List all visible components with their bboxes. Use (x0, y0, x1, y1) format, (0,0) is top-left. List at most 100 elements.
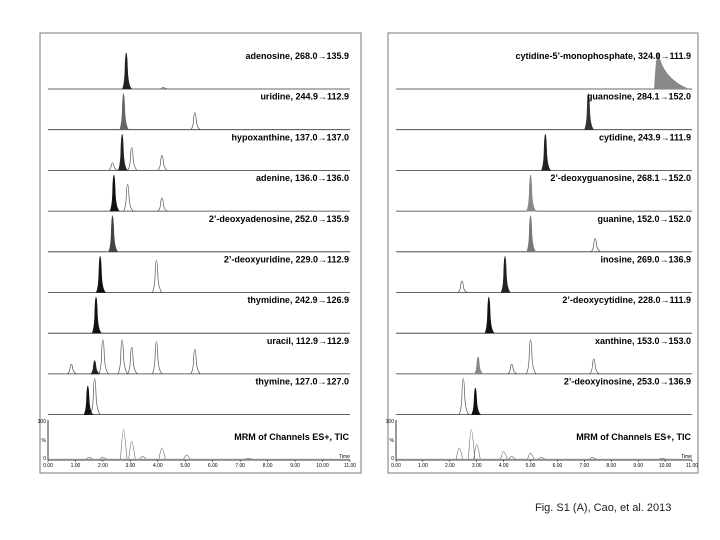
trace-2-peak-0 (541, 133, 552, 171)
trace-1-peak-0 (584, 93, 595, 130)
tic-x-tick-label: 3.00 (125, 463, 135, 469)
trace-0: adenosine, 268.0→135.9 (48, 51, 350, 90)
trace-7: uracil, 112.9→112.9 (48, 336, 350, 375)
trace-1-peak-0 (119, 93, 130, 130)
panel-b: cytidine-5’-monophosphate, 324.0→111.9 gu… (386, 32, 699, 474)
trace-6: thymidine, 242.9→126.9 (48, 295, 350, 334)
trace-7-peak-3 (117, 339, 129, 375)
trace-label: cytidine, 243.9→111.9 (599, 132, 691, 142)
tic-peak-7 (589, 456, 597, 460)
panel-a: adenosine, 268.0→135.9 uridine, 244.9→112… (38, 32, 362, 474)
trace-8-peak-1 (471, 387, 482, 415)
tic-peak-4 (508, 456, 516, 460)
trace-7-peak-1 (507, 364, 518, 375)
tic-peak-6 (538, 456, 545, 460)
tic-label: MRM of Channels ES+, TIC (576, 432, 691, 442)
trace-7-peak-4 (127, 346, 138, 375)
trace-label: guanosine, 284.1→152.0 (587, 92, 691, 102)
tic-trace: 100% 00.00 1.00 2.00 3.00 4.00 5.00 6.00 7.00 8.0… (386, 419, 699, 469)
tic-peak-1 (99, 456, 107, 460)
trace-7-peak-0 (473, 356, 484, 375)
trace-6-peak-0 (484, 296, 495, 334)
trace-3-peak-1 (123, 184, 134, 212)
tic-peak-8 (659, 457, 666, 460)
trace-5-peak-0 (457, 280, 468, 293)
trace-2-peak-2 (127, 147, 138, 171)
tic-peak-2 (473, 444, 481, 460)
trace-0-peak-0 (121, 52, 133, 90)
trace-label: uridine, 244.9→112.9 (260, 92, 349, 102)
trace-2: hypoxanthine, 137.0→137.0 (48, 132, 350, 171)
tic-x-tick-label: 4.00 (153, 463, 163, 469)
trace-1-peak-1 (190, 112, 201, 131)
trace-label: 2’-deoxyadenosine, 252.0→135.9 (209, 214, 349, 224)
trace-label: xanthine, 153.0→153.0 (595, 336, 691, 346)
trace-0: cytidine-5’-monophosphate, 324.0→111.9 (396, 51, 692, 90)
tic-peak-1 (468, 429, 476, 460)
tic-x-tick-label: 6.00 (553, 463, 563, 469)
tic-x-tick-label: 10.00 (659, 463, 672, 469)
trace-3: 2’-deoxyguanosine, 268.1→152.0 (396, 173, 692, 212)
tic-x-tick-label: 0.00 (391, 463, 401, 469)
trace-6-peak-0 (91, 296, 103, 334)
trace-3: adenine, 136.0→136.0 (48, 173, 350, 212)
tic-peak-5 (158, 447, 166, 460)
trace-5: inosine, 269.0→136.9 (396, 255, 692, 293)
tic-x-tick-label: 3.00 (472, 463, 482, 469)
trace-7-peak-2 (526, 339, 537, 375)
tic-x-tick-label: 0.00 (43, 463, 53, 469)
tic-x-tick-label: 1.00 (71, 463, 81, 469)
trace-label: 2’-deoxyuridine, 229.0→112.9 (224, 255, 349, 265)
trace-label: adenine, 136.0→136.0 (256, 173, 349, 183)
tic-x-tick-label: 10.00 (316, 463, 329, 469)
trace-8-peak-0 (83, 385, 94, 415)
tic-y-tick-label: 100 (38, 419, 47, 425)
trace-4: guanine, 152.0→152.0 (396, 214, 692, 253)
figure-caption: Fig. S1 (A), Cao, et al. 2013 (535, 502, 672, 514)
trace-3-peak-0 (109, 174, 120, 212)
tic-time-label: Time (681, 454, 692, 460)
trace-7: xanthine, 153.0→153.0 (396, 336, 692, 375)
trace-label: thymine, 127.0→127.0 (255, 377, 349, 387)
tic-peak-4 (139, 456, 147, 460)
tic-peak-0 (85, 456, 93, 460)
trace-label: uracil, 112.9→112.9 (267, 336, 349, 346)
trace-8: 2’-deoxyinosine, 253.0→136.9 (396, 377, 692, 416)
tic-x-tick-label: 9.00 (633, 463, 643, 469)
tic-x-tick-label: 1.00 (418, 463, 428, 469)
tic-peak-7 (245, 457, 252, 460)
tic-x-tick-label: 2.00 (98, 463, 108, 469)
panel-frame (387, 32, 699, 474)
trace-6: 2’-deoxycytidine, 228.0→111.9 (396, 295, 692, 334)
trace-7-peak-3 (589, 358, 600, 375)
tic-x-tick-label: 4.00 (499, 463, 509, 469)
tic-peak-5 (527, 452, 535, 460)
trace-2: cytidine, 243.9→111.9 (396, 132, 692, 171)
trace-7-peak-1 (90, 360, 101, 375)
tic-x-tick-label: 11.00 (344, 463, 356, 469)
trace-label: thymidine, 242.9→126.9 (247, 295, 349, 305)
tic-x-tick-label: 6.00 (208, 463, 218, 469)
trace-0-peak-0 (654, 52, 689, 90)
tic-y-tick-label: % (42, 438, 47, 444)
trace-5-peak-1 (151, 259, 163, 293)
tic-y-tick-label: 0 (391, 456, 394, 462)
tic-peak-3 (500, 451, 508, 460)
tic-x-tick-label: 5.00 (526, 463, 536, 469)
trace-7-peak-0 (66, 364, 78, 375)
tic-y-tick-label: 100 (386, 419, 395, 425)
trace-8-peak-1 (90, 378, 101, 415)
trace-label: inosine, 269.0→136.9 (600, 255, 691, 265)
tic-x-tick-label: 8.00 (606, 463, 616, 469)
tic-x-tick-label: 11.00 (686, 463, 698, 469)
trace-3-peak-0 (526, 174, 537, 212)
tic-x-tick-label: 7.00 (579, 463, 589, 469)
trace-1: uridine, 244.9→112.9 (48, 92, 350, 131)
trace-4: 2’-deoxyadenosine, 252.0→135.9 (48, 214, 350, 253)
trace-3-peak-2 (157, 197, 168, 212)
tic-x-tick-label: 5.00 (180, 463, 190, 469)
trace-2-peak-0 (108, 162, 119, 171)
trace-7-peak-2 (98, 339, 109, 375)
trace-label: 2’-deoxyinosine, 253.0→136.9 (564, 377, 691, 387)
